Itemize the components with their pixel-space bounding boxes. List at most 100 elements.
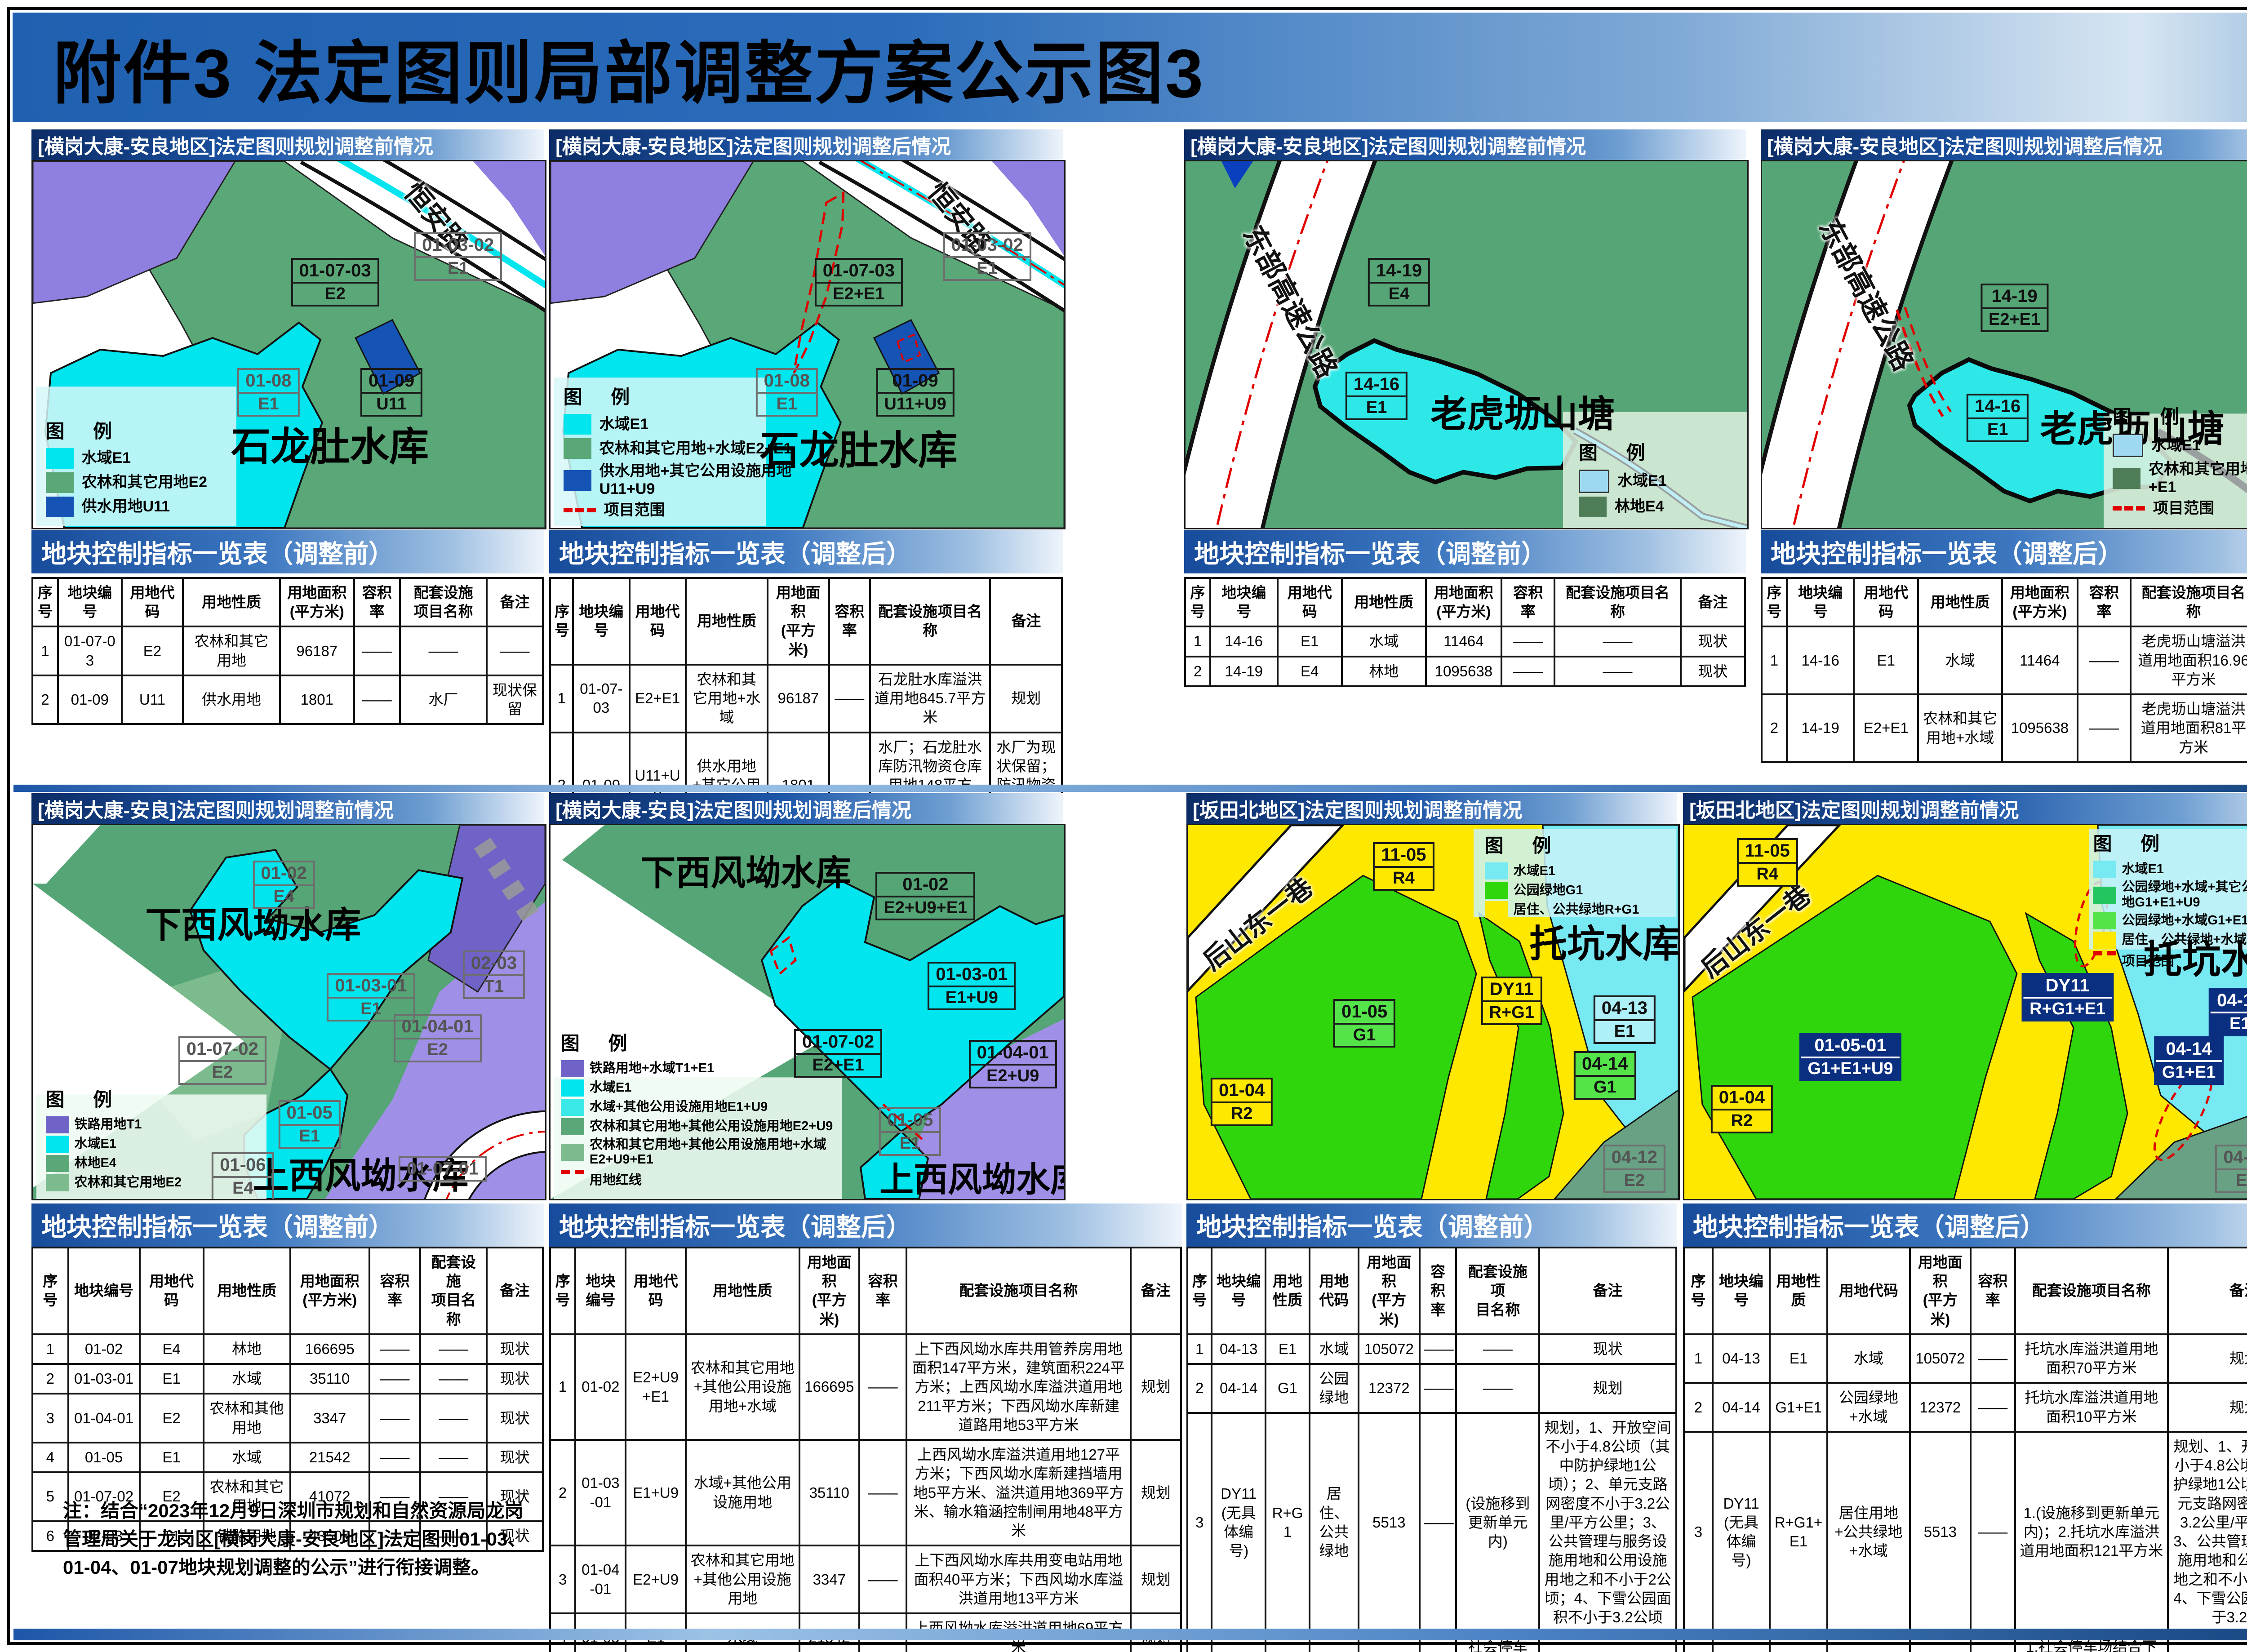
- purple-region-topleft: [551, 161, 754, 304]
- column-header: 地块编号: [67, 1247, 141, 1335]
- legend-label: 供水用地U11: [81, 498, 170, 515]
- table-cell: ——: [419, 1441, 488, 1474]
- map3-svg: [1186, 161, 1747, 528]
- color-swatch: [45, 1116, 69, 1133]
- table-cell: 01-03-01: [574, 1439, 627, 1547]
- panel5-header-text: [横岗大康-安良]法定图则规划调整前情况: [38, 799, 394, 822]
- table-cell: 水域: [1308, 1333, 1359, 1365]
- table-cell: 166695: [289, 1333, 370, 1365]
- table-cell: ——: [2076, 693, 2132, 763]
- table-cell: 现状: [1679, 655, 1746, 687]
- color-swatch: [1484, 882, 1508, 899]
- parcel-label-14-19: 14-19 E4: [1368, 258, 1430, 307]
- column-header: 用地面积 (平方米): [1357, 1247, 1421, 1335]
- column-header: 地块编号: [1211, 1247, 1267, 1335]
- table-cell: 公园绿地+水域: [1826, 1382, 1911, 1433]
- table-row: 3 DY11(无具体编号) R+G1 居住、公共绿地 5513 —— (设施移到更新单元内)…: [1186, 1412, 1677, 1634]
- column-header: 地块编号: [57, 577, 123, 628]
- legend-title: 图 例: [45, 420, 124, 442]
- table1-title-text: 地块控制指标一览表（调整前）: [41, 539, 394, 568]
- column-header: 序号: [31, 577, 59, 628]
- legend-item: 供水用地U11: [45, 496, 251, 517]
- legend-label: 农林和其它用地+其他公用设施用地E2+U9: [589, 1119, 833, 1134]
- parcel-label-02-03: 02-03 T1: [462, 950, 525, 999]
- table-panel3: 序号 地块编号 用地代码 用地性质 用地面积 (平方米) 容积率 配套设施项目名 称备注 1 1…: [1184, 577, 1746, 687]
- table-cell: 2: [1184, 655, 1212, 687]
- legend-item: 农林和其它用地E2: [45, 472, 251, 493]
- table-cell: 3347: [798, 1545, 860, 1614]
- column-header: 用地性质: [202, 1247, 291, 1335]
- parcel-label-11-05: 11-05 R4: [1736, 838, 1798, 887]
- column-header: 配套设施项目名称: [2014, 1247, 2169, 1335]
- table-cell: T1: [138, 1520, 204, 1552]
- legend-label: 铁路用地+水域T1+E1: [589, 1061, 715, 1076]
- table-cell: ——: [419, 1520, 488, 1552]
- table-cell: 现状: [486, 1471, 544, 1522]
- parcel-label-01-05: 01-05 E1: [278, 1100, 341, 1149]
- color-swatch: [2093, 886, 2117, 904]
- table-cell: 供水用地: [182, 674, 281, 725]
- pond-region: [1312, 338, 1579, 485]
- table-cell: 5513: [1909, 1430, 1972, 1634]
- color-swatch: [1484, 901, 1508, 919]
- color-swatch: [45, 1135, 69, 1153]
- table-row: 1 04-13 E1 水域 105072 —— —— 现状: [1186, 1333, 1677, 1365]
- table-cell: ——: [368, 1393, 422, 1443]
- column-header: 用地性质: [182, 577, 281, 628]
- table-cell: 规划: [1129, 1439, 1182, 1547]
- table-cell: 01-07-03: [572, 663, 631, 733]
- legend-item: 水域E1: [560, 1079, 848, 1097]
- table1-title: 地块控制指标一览表（调整前）: [31, 530, 544, 573]
- table-cell: 现状: [486, 1441, 544, 1474]
- table-cell: 1: [1683, 1333, 1714, 1384]
- table-row: 6 02-03 T1 铁路用地 43509 —— —— 现状: [31, 1520, 544, 1552]
- table-cell: E1: [1265, 1333, 1310, 1365]
- table-cell: 02-03: [67, 1520, 141, 1552]
- column-header: 用地代码: [628, 577, 687, 666]
- table7-title-text: 地块控制指标一览表（调整前）: [1196, 1212, 1549, 1241]
- white-corner: [551, 825, 604, 866]
- table-cell: R+G1: [1265, 1412, 1310, 1634]
- parcel-label-01-07-02: 01-07-02 E2+E1: [794, 1029, 883, 1078]
- table-cell: 居住、公共绿地: [1308, 1412, 1359, 1634]
- parcel-label-DY11: DY11 R+G1: [1481, 977, 1542, 1026]
- color-swatch: [1579, 496, 1607, 517]
- control-indicator-table: 序号 地块编号 用地代码 用地性质 用地面积 (平方米) 容积率 配套设施项目名称 备注 1 01…: [549, 1247, 1182, 1652]
- legend-item: 水域E1: [2113, 434, 2247, 457]
- table-cell: 35110: [289, 1363, 370, 1395]
- control-indicator-table: 序号 地块编号 用地代码 用地性质 用地面积 (平方米) 容积率 配套设施 项目名称 备注 1 0…: [31, 577, 544, 725]
- column-header: 用地面积 (平方米): [289, 1247, 370, 1335]
- table-cell: ——: [828, 663, 871, 733]
- table-cell: 43509: [289, 1520, 370, 1552]
- table-row: 2 01-03-01 E1+U9 水域+其他公用设施用地 35110 —— 上西风坳水库溢洪…: [549, 1439, 1182, 1547]
- parcel-label-01-05: 01-05 G1: [1333, 999, 1396, 1048]
- column-header: 用地性质: [1341, 577, 1427, 628]
- table-row: 2 04-14 G1 公园绿地 12372 —— —— 规划: [1186, 1363, 1677, 1414]
- table-cell: 水域+其他公用设施用地: [684, 1439, 800, 1547]
- table-cell: 水厂: [399, 674, 488, 725]
- table-cell: 居住用地+公共绿地+水域: [1826, 1430, 1911, 1634]
- legend-label: 农林和其它用地+水域E2+E1: [599, 440, 792, 457]
- table-cell: ——: [1969, 1333, 2016, 1384]
- legend-item: 水域+其他公用设施用地E1+U9: [560, 1098, 848, 1116]
- table6-title-text: 地块控制指标一览表（调整后）: [559, 1212, 911, 1241]
- table-cell: 规划: [1538, 1363, 1677, 1414]
- table-cell: ——: [1969, 1430, 2016, 1634]
- legend-backdrop: [36, 1094, 266, 1199]
- purple-region-topleft: [33, 161, 236, 304]
- upper-reservoir: [760, 878, 1064, 1133]
- column-header: 用地性质: [1265, 1247, 1310, 1335]
- table-cell: E1: [1769, 1333, 1828, 1384]
- legend-panel8: 图 例 水域E1 公园绿地+水域+其它公用设施用地G1+E1+U9 公园绿地+水域G…: [2093, 829, 2247, 975]
- legend-item: 居住、公共绿地+水域R+G1+E1: [2093, 932, 2247, 949]
- parcel-label-01-09: 01-09 U11: [360, 368, 423, 417]
- column-header: 备注: [1679, 577, 1746, 628]
- parcel-label-01-04: 01-04 R2: [1210, 1077, 1273, 1126]
- column-header: 用地代码: [1853, 577, 1919, 628]
- table2-title-text: 地块控制指标一览表（调整后）: [559, 539, 911, 568]
- legend-label: 农林和其它用地E2: [74, 1175, 182, 1190]
- legend-title: 图 例: [2113, 406, 2191, 428]
